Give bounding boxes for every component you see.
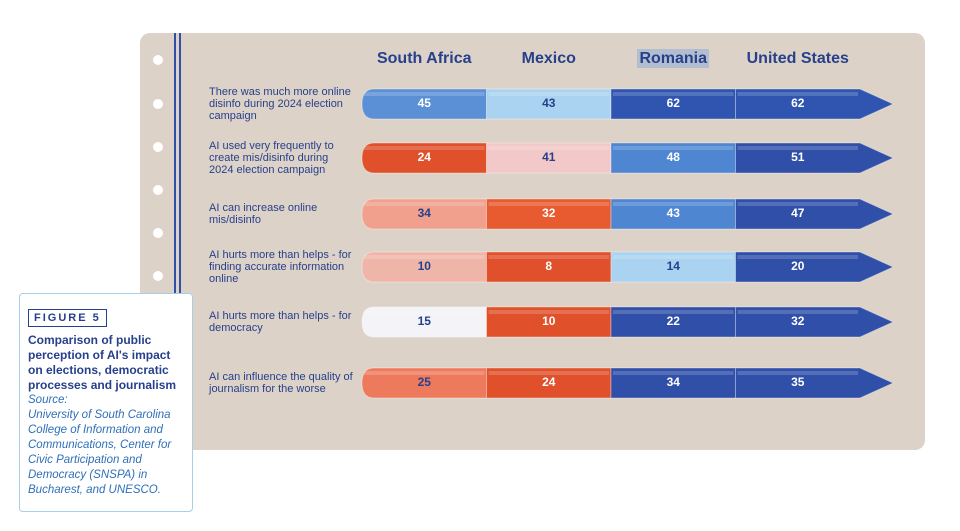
- segment-shine: [364, 202, 485, 206]
- value-label: 22: [667, 314, 681, 328]
- value-label: 32: [542, 206, 556, 220]
- segment-shine: [488, 146, 609, 150]
- value-label: 14: [667, 259, 681, 273]
- value-label: 62: [667, 96, 681, 110]
- column-header: United States: [733, 50, 863, 68]
- bar-segment: [361, 306, 487, 338]
- column-header: South Africa: [359, 50, 489, 68]
- series-name: Mexico: [521, 50, 576, 67]
- value-label: 24: [542, 375, 556, 389]
- binder-holes: [153, 55, 163, 281]
- value-label: 8: [545, 259, 552, 273]
- segment-shine: [613, 146, 734, 150]
- row-label: There was much more online disinfo durin…: [209, 86, 351, 122]
- bar-segment: [735, 88, 895, 120]
- segment-shine: [613, 255, 734, 259]
- segment-shine: [613, 371, 734, 375]
- value-label: 10: [418, 259, 432, 273]
- bar-segment: [735, 251, 895, 283]
- segment-shine: [488, 202, 609, 206]
- value-label: 51: [791, 150, 805, 164]
- segment-shine: [613, 92, 734, 96]
- segment-shine: [737, 146, 858, 150]
- segment-shine: [737, 202, 858, 206]
- row-label: AI used very frequently to create mis/di…: [209, 140, 334, 176]
- bar-segment: [735, 142, 895, 174]
- row-label: AI hurts more than helps - for democracy: [209, 310, 352, 334]
- column-header: Mexico: [484, 50, 614, 68]
- value-label: 41: [542, 150, 556, 164]
- segment-shine: [364, 310, 485, 314]
- value-label: 15: [418, 314, 432, 328]
- segment-shine: [613, 202, 734, 206]
- caption: Comparison of public perception of AI's …: [28, 333, 177, 392]
- value-label: 43: [667, 206, 681, 220]
- bar-segment: [361, 142, 487, 174]
- series-name: South Africa: [376, 50, 472, 67]
- segment-shine: [364, 255, 485, 259]
- bar-segment: [735, 198, 895, 230]
- segment-shine: [737, 92, 858, 96]
- value-label: 48: [667, 150, 681, 164]
- value-label: 25: [418, 375, 432, 389]
- segment-shine: [488, 255, 609, 259]
- bar-segment: [735, 367, 895, 399]
- segment-shine: [737, 255, 858, 259]
- value-label: 35: [791, 375, 805, 389]
- value-label: 47: [791, 206, 805, 220]
- bar-segment: [361, 251, 487, 283]
- value-label: 43: [542, 96, 556, 110]
- segment-shine: [737, 310, 858, 314]
- bar-segment: [361, 88, 487, 120]
- segment-shine: [613, 310, 734, 314]
- segment-shine: [364, 371, 485, 375]
- figure-label: FIGURE 5: [28, 309, 107, 327]
- value-label: 24: [418, 150, 432, 164]
- segment-shine: [488, 371, 609, 375]
- value-label: 10: [542, 314, 556, 328]
- segment-shine: [737, 371, 858, 375]
- value-label: 34: [418, 206, 432, 220]
- column-header: Romania: [608, 49, 738, 68]
- bar-segment: [361, 198, 487, 230]
- row-label: AI hurts more than helps - for finding a…: [209, 249, 352, 285]
- value-label: 45: [418, 96, 432, 110]
- segment-shine: [488, 310, 609, 314]
- series-name: United States: [746, 50, 849, 67]
- row-label: AI can influence the quality of journali…: [209, 371, 353, 395]
- value-label: 20: [791, 259, 805, 273]
- figure-box: FIGURE 5 Comparison of public perception…: [19, 293, 193, 512]
- segment-shine: [364, 146, 485, 150]
- series-name: Romania: [637, 49, 710, 68]
- bar-segment: [361, 367, 487, 399]
- value-label: 62: [791, 96, 805, 110]
- row-label: AI can increase online mis/disinfo: [209, 202, 318, 226]
- source-label: Source:: [28, 394, 68, 406]
- segment-shine: [488, 92, 609, 96]
- bar-segment: [735, 306, 895, 338]
- segment-shine: [364, 92, 485, 96]
- value-label: 34: [667, 375, 681, 389]
- value-label: 32: [791, 314, 805, 328]
- source: University of South Carolina College of …: [28, 409, 172, 496]
